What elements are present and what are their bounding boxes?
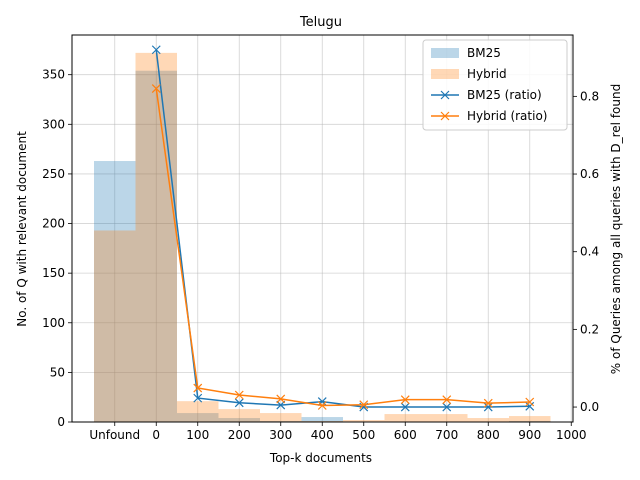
y-axis-label: No. of Q with relevant document — [15, 131, 29, 327]
x-tick-label: 200 — [228, 428, 251, 442]
data-point — [442, 402, 452, 412]
y2-tick-label: 0.4 — [580, 245, 599, 259]
data-point — [151, 84, 161, 94]
y-tick-label: 0 — [57, 415, 65, 429]
data-point — [151, 45, 161, 55]
bar — [509, 416, 551, 422]
x-axis-label: Top-k documents — [269, 451, 372, 465]
y-tick-label: 150 — [42, 266, 65, 280]
data-point — [276, 394, 286, 404]
bar — [343, 420, 385, 422]
data-point — [317, 397, 327, 407]
y-axis-ticks: 0 50 100 150 200 250 300 350 — [42, 68, 72, 429]
x-tick-label: 500 — [352, 428, 375, 442]
x-tick-label: 400 — [311, 428, 334, 442]
bar — [260, 413, 302, 422]
data-point — [400, 395, 410, 405]
x-tick-label: 1000 — [556, 428, 587, 442]
bar — [467, 418, 509, 422]
data-point — [317, 401, 327, 410]
data-point — [483, 398, 493, 408]
bars — [94, 52, 551, 422]
data-point — [400, 402, 410, 412]
data-point — [359, 400, 369, 410]
y-tick-label: 200 — [42, 217, 65, 231]
bar — [426, 414, 468, 422]
x-tick-label: Unfound — [89, 428, 140, 442]
y2-tick-label: 0.8 — [580, 89, 599, 103]
legend-swatch — [431, 48, 459, 58]
bar — [94, 161, 136, 422]
bar — [301, 417, 343, 422]
bar — [218, 409, 260, 422]
data-point — [525, 397, 535, 407]
bar — [135, 52, 177, 422]
data-point — [234, 390, 244, 400]
legend-label: BM25 — [467, 46, 501, 60]
legend-marker — [440, 111, 450, 121]
bar — [218, 418, 260, 422]
legend-box — [422, 39, 568, 131]
x-tick-label: 700 — [435, 428, 458, 442]
y-tick-label: 300 — [42, 117, 65, 131]
y2-tick-label: 0.6 — [580, 167, 599, 181]
legend-swatch — [431, 69, 459, 79]
data-point — [525, 401, 535, 411]
bar — [177, 401, 219, 422]
data-point — [193, 383, 203, 393]
y-tick-label: 100 — [42, 316, 65, 330]
legend: BM25 Hybrid BM25 (ratio) Hybrid (ratio) — [422, 39, 568, 131]
x-tick-label: 0 — [152, 428, 160, 442]
bar — [384, 414, 426, 422]
y2-axis-ticks: 0.0 0.2 0.4 0.6 0.8 — [573, 89, 599, 414]
data-point — [442, 395, 452, 405]
y2-tick-label: 0.2 — [580, 322, 599, 336]
chart-title: Telugu — [299, 15, 342, 30]
bar — [177, 413, 219, 422]
y-tick-label: 350 — [42, 68, 65, 82]
data-point — [483, 402, 493, 412]
x-tick-label: 100 — [186, 428, 209, 442]
y2-tick-label: 0.0 — [580, 400, 599, 414]
x-tick-label: 300 — [269, 428, 292, 442]
x-tick-label: 600 — [394, 428, 417, 442]
bar — [94, 230, 136, 422]
y2-axis-label: % of Queries among all queries with D_re… — [609, 84, 623, 374]
legend-label: BM25 (ratio) — [467, 88, 542, 102]
legend-marker — [440, 90, 450, 100]
x-tick-label: 800 — [477, 428, 500, 442]
data-point — [234, 398, 244, 408]
legend-label: Hybrid — [467, 67, 507, 81]
data-point — [193, 393, 203, 403]
x-axis-ticks: Unfound 0 100 200 300 400 500 600 700 800 900 1000 — [89, 422, 587, 442]
legend-label: Hybrid (ratio) — [467, 109, 547, 123]
y-tick-label: 50 — [50, 365, 65, 379]
series-line — [155, 88, 530, 407]
x-tick-label: 900 — [518, 428, 541, 442]
ratio-lines — [151, 45, 535, 412]
series-line — [155, 49, 530, 408]
y-tick-label: 250 — [42, 167, 65, 181]
bar — [135, 70, 177, 422]
data-point — [276, 400, 286, 410]
